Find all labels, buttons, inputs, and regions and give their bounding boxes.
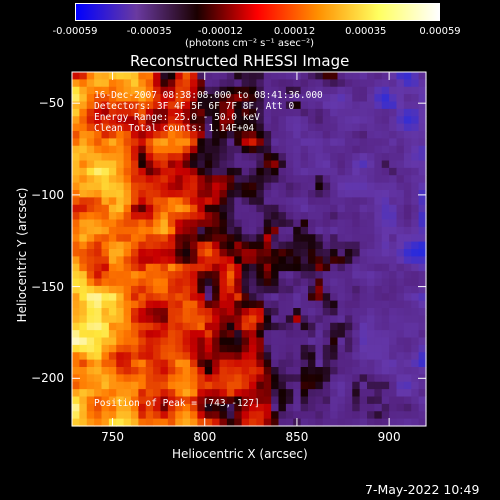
detectors-label: Detectors: 3F 4F 5F 6F 7F 8F, Att 0: [94, 101, 295, 112]
plot-frame: [71, 71, 427, 427]
colorbar-tick-label: -0.00035: [126, 26, 172, 37]
x-tick-label: 800: [193, 430, 217, 444]
y-tick-label: −100: [31, 187, 64, 202]
x-tick-label: 900: [377, 430, 401, 444]
colorbar-tick-label: 0.00059: [419, 26, 461, 37]
colorbar-units: (photons cm⁻² s⁻¹ asec⁻²): [185, 38, 315, 49]
method-counts-label: Clean Total counts: 1.14E+04: [94, 123, 255, 134]
y-tick-label: −150: [31, 279, 64, 294]
colorbar-tick-label: -0.00012: [197, 26, 243, 37]
colorbar-tick-label: 0.00035: [345, 26, 387, 37]
x-tick-label: 750: [101, 430, 125, 444]
y-axis-label: Heliocentric Y (arcsec): [15, 187, 29, 323]
heatmap-cells: [72, 72, 427, 427]
footer-timestamp: 7-May-2022 10:49: [365, 482, 480, 497]
colorbar-tick-label: -0.00059: [52, 26, 98, 37]
energy-range-label: Energy Range: 25.0 - 50.0 keV: [94, 112, 260, 123]
colorbar-tick-label: 0.00012: [273, 26, 316, 37]
x-tick-label: 850: [285, 430, 309, 444]
chart-title: Reconstructed RHESSI Image: [130, 52, 350, 70]
y-tick-label: −200: [31, 371, 64, 386]
time-range-label: 16-Dec-2007 08:38:08.000 to 08:41:36.000: [94, 90, 323, 101]
x-axis-label: Heliocentric X (arcsec): [172, 447, 308, 461]
colorbar: [75, 3, 440, 21]
y-tick-label: −50: [38, 96, 64, 111]
peak-position-label: Position of Peak = [743,-127]: [94, 398, 260, 409]
